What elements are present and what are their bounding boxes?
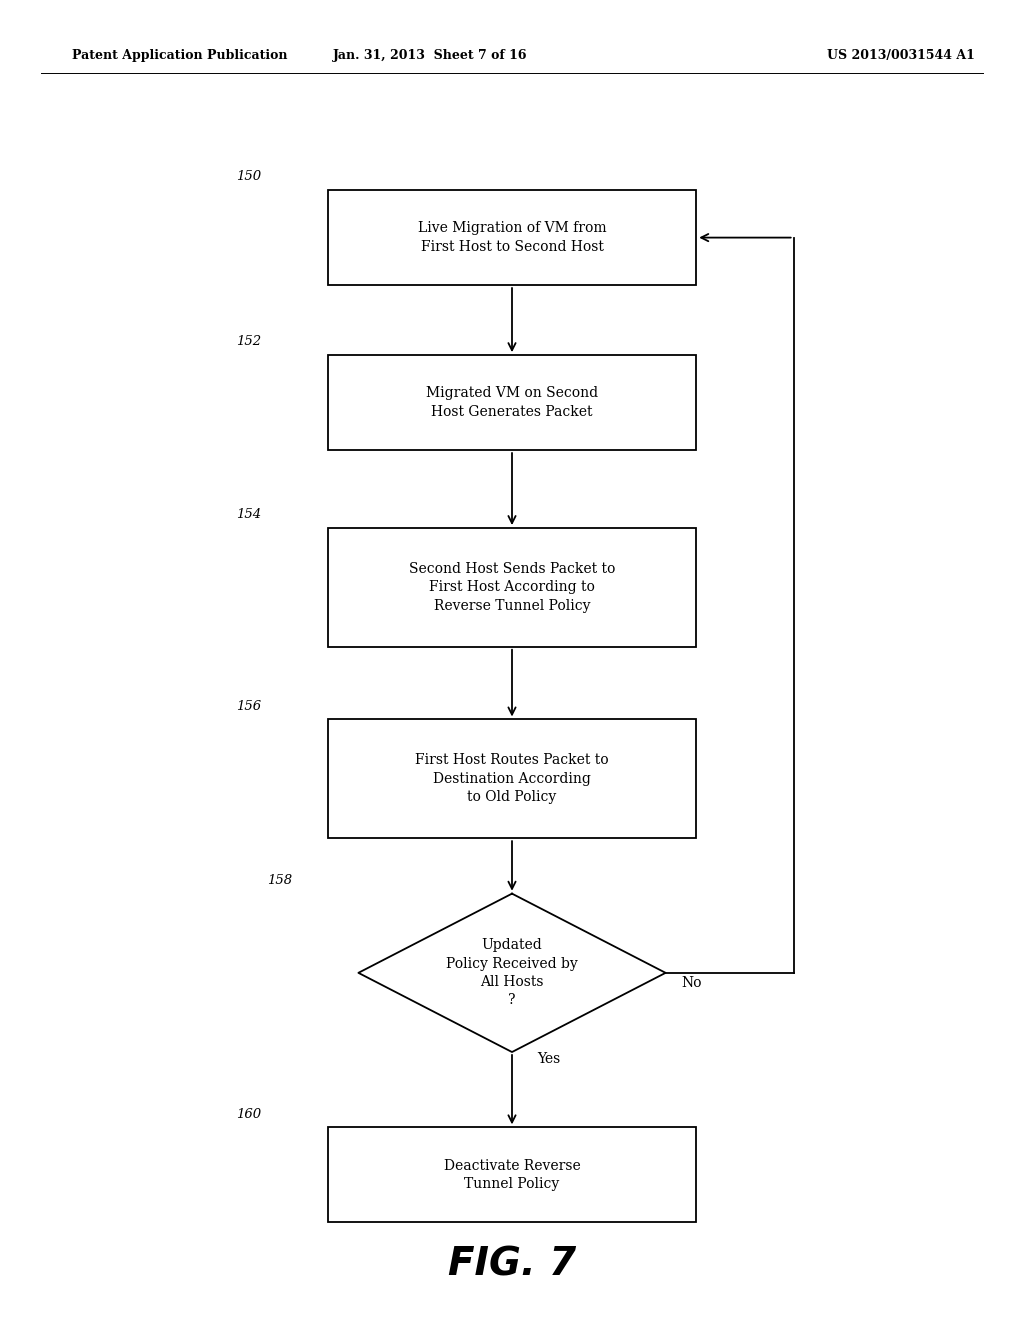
Text: FIG. 7: FIG. 7 bbox=[447, 1246, 577, 1283]
Text: 156: 156 bbox=[236, 700, 261, 713]
Text: 152: 152 bbox=[236, 335, 261, 348]
Text: 160: 160 bbox=[236, 1107, 261, 1121]
Text: 154: 154 bbox=[236, 508, 261, 521]
Bar bbox=[328, 719, 696, 838]
Text: Yes: Yes bbox=[538, 1052, 561, 1065]
Bar bbox=[328, 1127, 696, 1222]
Text: First Host Routes Packet to
Destination According
to Old Policy: First Host Routes Packet to Destination … bbox=[415, 754, 609, 804]
Text: Updated
Policy Received by
All Hosts
?: Updated Policy Received by All Hosts ? bbox=[446, 939, 578, 1007]
Text: US 2013/0031544 A1: US 2013/0031544 A1 bbox=[827, 49, 975, 62]
Bar bbox=[328, 190, 696, 285]
Bar bbox=[328, 528, 696, 647]
Text: 150: 150 bbox=[236, 170, 261, 183]
Text: 158: 158 bbox=[266, 874, 292, 887]
Text: Second Host Sends Packet to
First Host According to
Reverse Tunnel Policy: Second Host Sends Packet to First Host A… bbox=[409, 562, 615, 612]
Text: Live Migration of VM from
First Host to Second Host: Live Migration of VM from First Host to … bbox=[418, 222, 606, 253]
Text: Migrated VM on Second
Host Generates Packet: Migrated VM on Second Host Generates Pac… bbox=[426, 387, 598, 418]
Text: No: No bbox=[681, 977, 701, 990]
Text: Jan. 31, 2013  Sheet 7 of 16: Jan. 31, 2013 Sheet 7 of 16 bbox=[333, 49, 527, 62]
Text: Patent Application Publication: Patent Application Publication bbox=[72, 49, 287, 62]
Bar bbox=[328, 355, 696, 450]
Text: Deactivate Reverse
Tunnel Policy: Deactivate Reverse Tunnel Policy bbox=[443, 1159, 581, 1191]
